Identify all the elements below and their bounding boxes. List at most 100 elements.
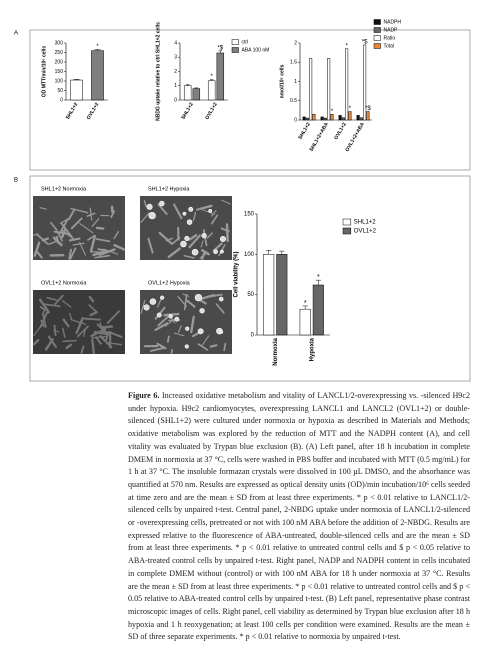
legend-label: Ratio — [384, 35, 396, 41]
y-tick-label: 200 — [55, 59, 64, 65]
bar — [183, 85, 192, 101]
annotation: *$ — [362, 40, 368, 46]
cell — [54, 294, 64, 305]
cell — [42, 303, 61, 308]
cell — [36, 233, 49, 245]
cell — [92, 250, 108, 257]
round-cell — [149, 298, 157, 305]
cell — [79, 223, 94, 234]
cell — [149, 346, 165, 352]
cell — [188, 234, 202, 249]
cell — [200, 249, 210, 256]
legend-label: NADP — [384, 27, 399, 33]
cell — [94, 254, 111, 259]
cell — [41, 237, 50, 242]
legend-swatch — [373, 35, 381, 41]
annotation: * — [304, 300, 307, 307]
legend-swatch — [373, 19, 381, 25]
cell — [140, 212, 150, 223]
y-tick-label: 1 — [174, 83, 177, 89]
cell — [88, 295, 95, 303]
cell — [58, 218, 69, 235]
round-cell — [148, 211, 156, 220]
y-tick-label: 150 — [244, 212, 255, 218]
cell — [86, 212, 96, 217]
cell — [35, 250, 43, 259]
cell — [210, 214, 219, 225]
round-cell — [194, 293, 203, 302]
cell — [105, 331, 110, 341]
bar — [70, 79, 83, 101]
y-tick-label: 0 — [294, 117, 297, 123]
panel-a-frame — [29, 29, 471, 171]
cell — [38, 298, 50, 314]
cell — [89, 234, 97, 253]
legend-swatch — [342, 218, 352, 226]
cell — [147, 237, 154, 254]
y-tick-label: 3 — [174, 55, 177, 61]
micrograph — [33, 196, 125, 260]
cell — [50, 221, 58, 231]
cell — [33, 325, 42, 336]
cell — [87, 234, 96, 241]
bar — [356, 115, 360, 121]
cell — [91, 338, 95, 355]
cell — [110, 210, 116, 218]
annotation: * — [96, 44, 99, 50]
caption-label: Figure 6. — [128, 391, 160, 400]
cell — [83, 317, 101, 321]
round-cell — [188, 206, 194, 212]
cell — [91, 218, 100, 228]
round-cell — [184, 344, 189, 349]
cell — [68, 248, 72, 260]
round-cell — [213, 249, 218, 255]
caption: Figure 6. Increased oxidative metabolism… — [128, 390, 470, 644]
y-tick-label: 0 — [251, 333, 255, 339]
cell — [108, 331, 123, 338]
round-cell — [174, 316, 180, 322]
bar — [320, 116, 324, 121]
cell — [33, 233, 39, 236]
cell — [173, 203, 183, 220]
annotation: * — [317, 274, 320, 281]
legend-label: Total — [384, 43, 395, 49]
cell — [177, 325, 182, 333]
cell — [62, 318, 70, 328]
round-cell — [201, 232, 207, 239]
y-tick-label: 1.5 — [290, 60, 297, 66]
cell — [39, 207, 47, 210]
cell — [42, 313, 47, 328]
cell — [52, 236, 63, 247]
bar — [91, 50, 104, 101]
figure: A B SHL1+2 Normoxia SHL1+2 Hypoxia OVL1+2 … — [14, 19, 471, 382]
round-cell — [218, 329, 224, 335]
cell — [177, 295, 187, 308]
cell — [158, 231, 173, 245]
round-cell — [156, 312, 162, 318]
cell — [209, 344, 218, 348]
cell — [199, 204, 213, 210]
cell — [80, 345, 85, 354]
round-cell — [197, 328, 204, 335]
bar — [216, 52, 225, 101]
cell — [89, 311, 98, 317]
y-tick-label: 50 — [57, 88, 63, 94]
bar — [366, 111, 370, 121]
cell — [183, 254, 195, 259]
cell — [69, 312, 73, 321]
cell — [211, 210, 217, 217]
cell — [95, 336, 102, 345]
y-tick-label: 1 — [294, 79, 297, 85]
bar — [327, 58, 331, 121]
cell — [215, 303, 225, 314]
cell — [75, 316, 84, 335]
legend-swatch — [373, 27, 381, 33]
legend-swatch — [373, 43, 381, 49]
panel-b-frame — [29, 175, 471, 382]
x-tick-label: Hypoxia — [309, 337, 315, 361]
y-axis-label: Cell viability (%) — [234, 251, 240, 297]
x-tick-label: OVL1+2 — [333, 121, 348, 140]
x-tick-label: OVL1+2 — [86, 101, 101, 120]
bar — [312, 113, 316, 121]
